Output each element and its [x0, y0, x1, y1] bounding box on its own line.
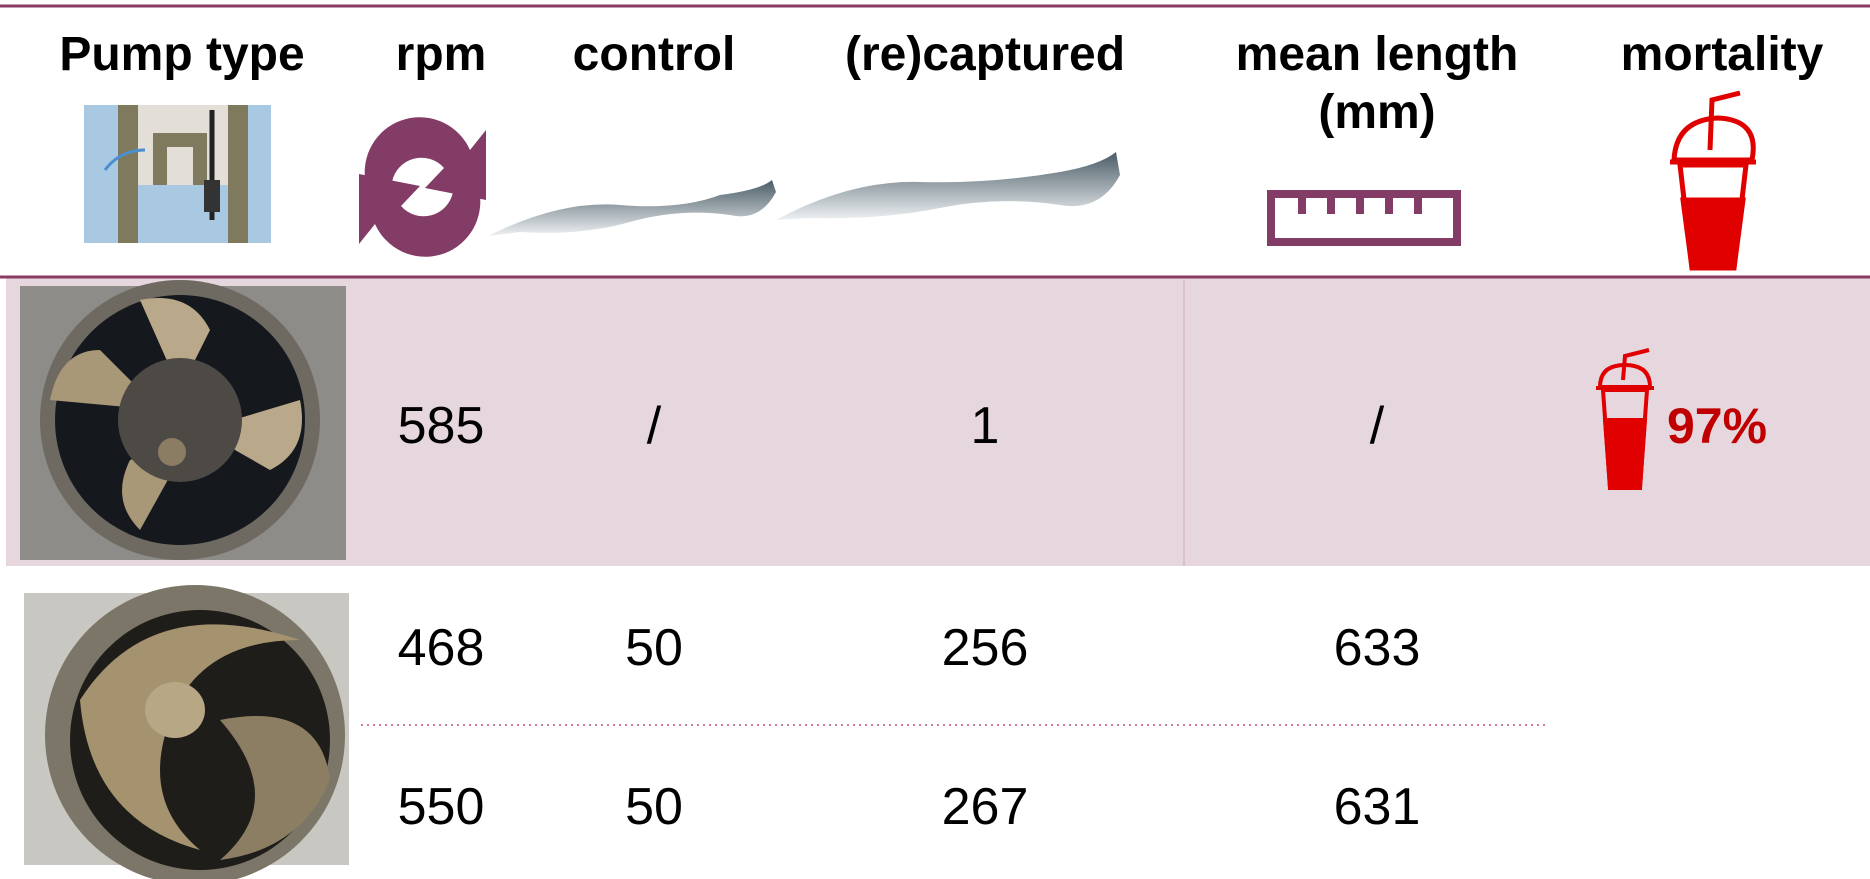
header-cell: control: [572, 28, 736, 81]
table-cell: 256: [941, 619, 1029, 677]
mortality-cup-small: [1596, 348, 1654, 490]
table-cell: /: [646, 397, 662, 455]
table-cell: 267: [941, 778, 1029, 836]
ruler-icon: [1267, 190, 1461, 246]
table-cell: 633: [1333, 619, 1421, 677]
rpm-icon: [359, 117, 486, 257]
mortality-value: 97%: [1667, 398, 1768, 454]
header-cell: mean length (mm): [1235, 28, 1519, 139]
mortality-cup-icon: [1670, 90, 1756, 271]
table-cell: 631: [1333, 778, 1421, 836]
table-cell: /: [1369, 397, 1385, 455]
table-cell: 1: [970, 397, 1000, 455]
header-cell: rpm: [395, 28, 487, 81]
table-cell: 550: [397, 778, 485, 836]
eel-icon-control: [488, 180, 776, 236]
eel-icon-recaptured: [776, 152, 1120, 220]
table-cell: 50: [625, 619, 683, 677]
table-cell: 468: [397, 619, 485, 677]
table-cell: 50: [625, 778, 683, 836]
header-cell: Pump type: [59, 28, 305, 81]
pump-photo-screw: [24, 585, 349, 879]
header-cell: (re)captured: [844, 28, 1126, 81]
header-cell: mortality: [1620, 28, 1824, 81]
pump-photo-propeller: [20, 280, 346, 560]
pump-diagram-icon: [84, 105, 271, 243]
table-cell: 585: [397, 397, 485, 455]
